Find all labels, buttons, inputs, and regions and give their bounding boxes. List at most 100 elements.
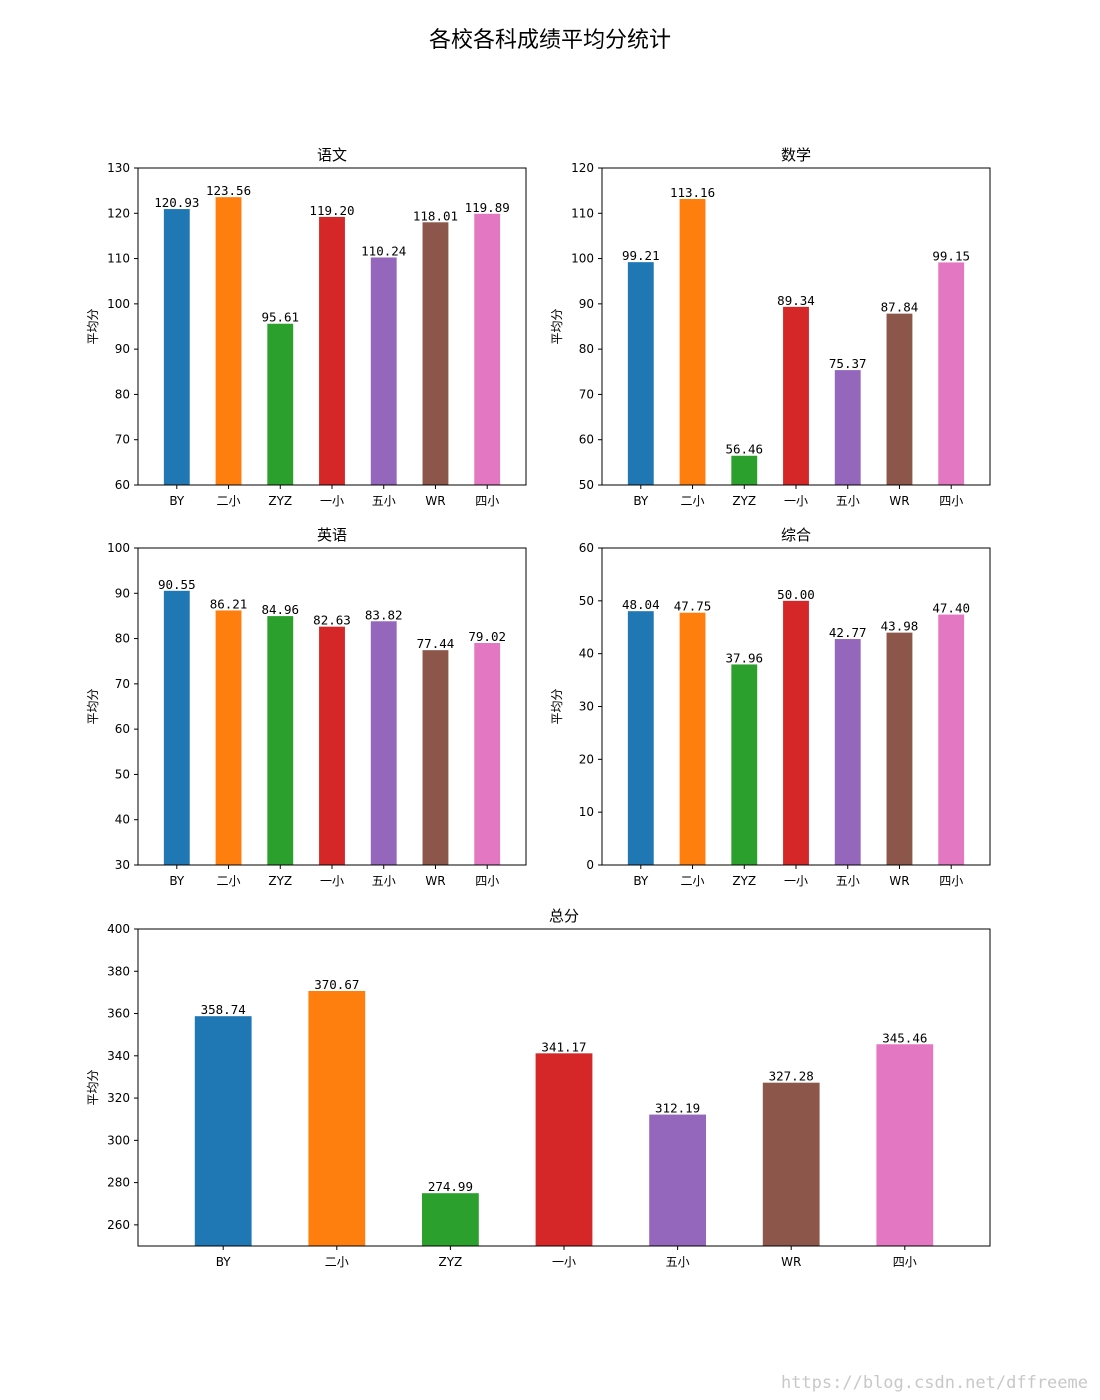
bar-5 [886, 313, 913, 485]
value-label-4: 42.77 [829, 625, 867, 640]
y-tick-label-1: 280 [107, 1176, 130, 1190]
y-tick-label-6: 90 [115, 586, 130, 600]
y-tick-label-4: 40 [579, 647, 594, 661]
bar-6 [876, 1044, 934, 1246]
value-label-2: 56.46 [725, 442, 763, 457]
figure-title: 各校各科成绩平均分统计 [429, 28, 671, 53]
y-axis-label: 平均分 [86, 308, 100, 344]
x-tick-label-4: 五小 [372, 874, 396, 888]
value-label-4: 312.19 [655, 1101, 700, 1116]
bar-5 [422, 222, 449, 485]
value-label-1: 370.67 [314, 977, 359, 992]
value-label-5: 77.44 [417, 636, 455, 651]
y-tick-label-7: 400 [107, 922, 130, 936]
value-label-2: 37.96 [725, 650, 763, 665]
y-tick-label-5: 80 [115, 632, 130, 646]
bar-2 [731, 664, 758, 865]
x-tick-label-0: BY [633, 874, 649, 888]
bar-1 [215, 197, 242, 485]
x-tick-label-5: WR [425, 494, 445, 508]
bar-5 [762, 1082, 820, 1246]
y-tick-label-1: 40 [115, 813, 130, 827]
y-tick-label-3: 30 [579, 700, 594, 714]
bar-3 [319, 626, 345, 865]
bar-3 [319, 216, 345, 485]
bar-6 [938, 262, 965, 485]
y-tick-label-4: 100 [107, 297, 130, 311]
value-label-2: 84.96 [261, 602, 299, 617]
bar-4 [834, 639, 861, 865]
bar-3 [783, 600, 809, 865]
watermark: https://blog.csdn.net/dffreeme [781, 1373, 1088, 1393]
y-tick-label-5: 100 [571, 252, 594, 266]
x-tick-label-2: ZYZ [268, 874, 292, 888]
value-label-5: 118.01 [413, 208, 458, 223]
value-label-0: 120.93 [154, 195, 199, 210]
y-axis-label: 平均分 [550, 688, 564, 724]
y-axis-label: 平均分 [86, 688, 100, 724]
bar-3 [783, 306, 809, 485]
x-tick-label-3: 一小 [320, 874, 344, 888]
x-tick-label-0: BY [169, 494, 185, 508]
value-label-5: 43.98 [881, 619, 919, 634]
bar-6 [938, 614, 965, 865]
value-label-6: 47.40 [932, 601, 970, 616]
y-tick-label-2: 300 [107, 1133, 130, 1147]
y-tick-label-4: 90 [579, 297, 594, 311]
bars [163, 197, 501, 485]
subplot-4: 358.74 370.67 274.99 341.17 312.19 327.28 345.… [86, 907, 991, 1269]
y-tick-label-5: 360 [107, 1007, 130, 1021]
value-label-6: 119.89 [465, 200, 510, 215]
y-tick-label-1: 10 [579, 805, 594, 819]
y-tick-label-3: 60 [115, 722, 130, 736]
x-tick-label-0: BY [216, 1255, 232, 1269]
value-label-6: 99.15 [932, 248, 970, 263]
bars [627, 198, 965, 485]
x-tick-label-3: 一小 [784, 874, 808, 888]
x-tick-label-2: ZYZ [732, 494, 756, 508]
x-tick-label-1: 二小 [217, 494, 241, 508]
y-tick-label-3: 80 [579, 342, 594, 356]
y-tick-label-4: 340 [107, 1049, 130, 1063]
x-tick-label-0: BY [169, 874, 185, 888]
y-tick-label-6: 110 [571, 206, 594, 220]
x-tick-label-1: 二小 [325, 1255, 349, 1269]
y-tick-label-0: 60 [115, 478, 130, 492]
bar-0 [627, 262, 654, 485]
y-tick-label-7: 120 [571, 161, 594, 175]
value-label-1: 123.56 [206, 183, 251, 198]
subplot-0: 120.93 123.56 95.61 119.20 110.24 118.01 119.8… [86, 146, 527, 508]
y-tick-label-2: 70 [579, 387, 594, 401]
x-tick-label-5: WR [425, 874, 445, 888]
subplot-title: 语文 [317, 146, 347, 164]
value-label-5: 87.84 [881, 300, 919, 315]
x-tick-label-0: BY [633, 494, 649, 508]
x-tick-label-4: 五小 [666, 1255, 690, 1269]
value-label-4: 110.24 [361, 243, 406, 258]
value-label-6: 345.46 [882, 1030, 927, 1045]
bar-4 [370, 257, 397, 485]
x-tick-label-6: 四小 [475, 874, 499, 888]
value-label-3: 119.20 [309, 203, 354, 218]
bars [627, 600, 965, 865]
x-tick-label-6: 四小 [939, 494, 963, 508]
value-label-2: 95.61 [261, 310, 299, 325]
y-tick-label-2: 80 [115, 387, 130, 401]
y-tick-label-7: 130 [107, 161, 130, 175]
value-label-3: 82.63 [313, 613, 351, 628]
x-tick-label-1: 二小 [681, 874, 705, 888]
value-label-3: 341.17 [541, 1039, 586, 1054]
x-tick-label-1: 二小 [217, 874, 241, 888]
value-label-6: 79.02 [468, 629, 506, 644]
y-tick-label-5: 50 [579, 594, 594, 608]
y-tick-label-6: 380 [107, 964, 130, 978]
x-tick-label-6: 四小 [475, 494, 499, 508]
bar-1 [215, 610, 242, 865]
value-label-0: 358.74 [201, 1002, 246, 1017]
y-tick-label-3: 320 [107, 1091, 130, 1105]
subplot-title: 英语 [317, 526, 347, 544]
value-label-1: 47.75 [674, 599, 712, 614]
x-tick-label-6: 四小 [893, 1255, 917, 1269]
x-tick-label-3: 一小 [784, 494, 808, 508]
